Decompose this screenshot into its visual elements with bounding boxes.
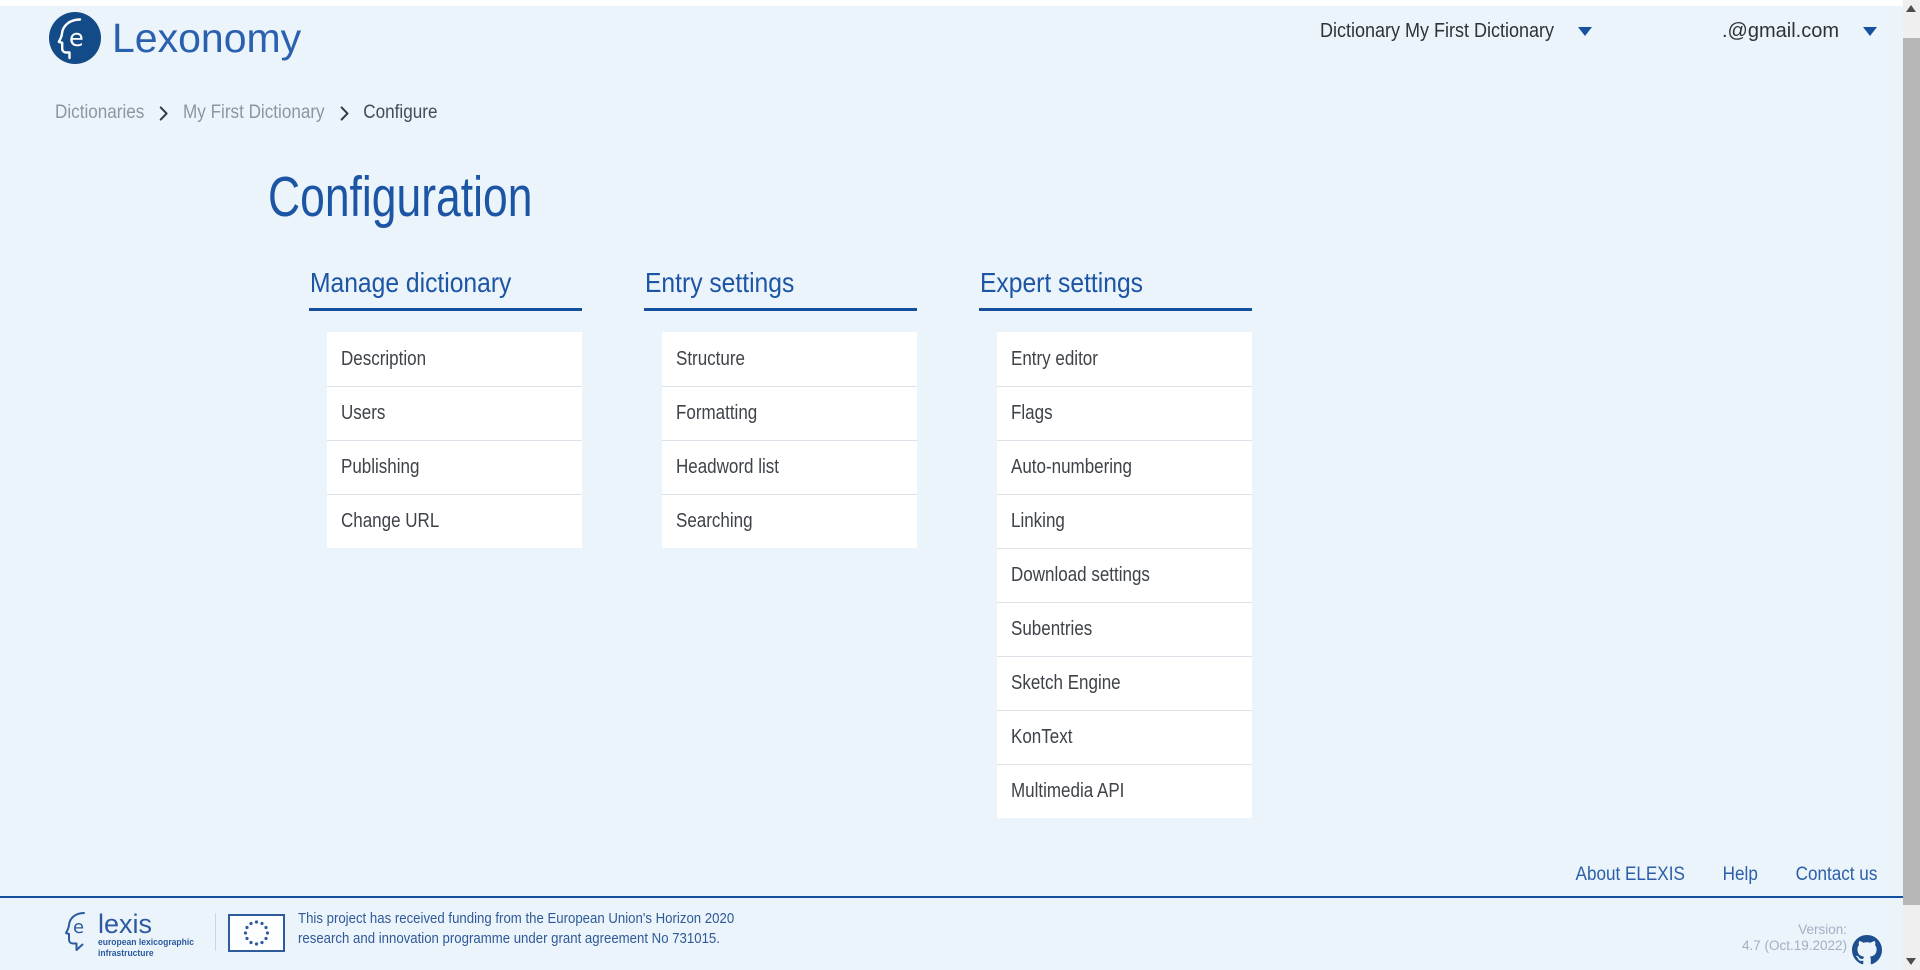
lexonomy-logo[interactable]: e Lexonomy bbox=[48, 11, 301, 65]
config-item-label: Publishing bbox=[341, 456, 420, 478]
elexis-e-glyph: e bbox=[73, 917, 84, 938]
config-item-label: Description bbox=[341, 347, 427, 370]
config-item-sketch-engine[interactable]: Sketch Engine bbox=[997, 656, 1252, 710]
config-item-label: Users bbox=[341, 402, 386, 424]
breadcrumb: Dictionaries My First Dictionary Configure bbox=[55, 102, 437, 124]
config-item-label: Sketch Engine bbox=[1011, 672, 1121, 694]
caret-down-icon bbox=[1863, 26, 1877, 36]
config-item-label: Download settings bbox=[1011, 564, 1150, 586]
config-item-entry-editor[interactable]: Entry editor bbox=[997, 332, 1252, 386]
config-item-label: KonText bbox=[1011, 726, 1073, 748]
config-item-linking[interactable]: Linking bbox=[997, 494, 1252, 548]
footer-divider-line bbox=[0, 896, 1903, 898]
config-item-label: Searching bbox=[676, 510, 753, 532]
elexis-head-icon: e bbox=[65, 912, 85, 951]
config-item-label: Formatting bbox=[676, 402, 758, 424]
funding-statement: This project has received funding from t… bbox=[298, 910, 735, 947]
section-heading: Entry settings bbox=[644, 260, 917, 311]
breadcrumb-item-dictionaries[interactable]: Dictionaries bbox=[55, 102, 145, 123]
footer-link-help[interactable]: Help bbox=[1722, 864, 1758, 885]
version-info: Version: 4.7 (Oct.19.2022) bbox=[1742, 922, 1847, 954]
config-item-structure[interactable]: Structure bbox=[662, 332, 917, 386]
config-item-auto-numbering[interactable]: Auto-numbering bbox=[997, 440, 1252, 494]
config-item-subentries[interactable]: Subentries bbox=[997, 602, 1252, 656]
config-item-publishing[interactable]: Publishing bbox=[327, 440, 582, 494]
lexonomy-logo-icon: e bbox=[49, 12, 101, 64]
config-item-download-settings[interactable]: Download settings bbox=[997, 548, 1252, 602]
breadcrumb-item-configure: Configure bbox=[363, 102, 438, 123]
footer-vertical-divider bbox=[215, 913, 216, 951]
config-item-description[interactable]: Description bbox=[327, 332, 582, 386]
scrollbar-up-arrow-icon[interactable] bbox=[1906, 5, 1916, 12]
footer-link-contact-us[interactable]: Contact us bbox=[1795, 864, 1877, 885]
dictionary-selector[interactable]: Dictionary My First Dictionary bbox=[1294, 18, 1592, 44]
config-item-headword-list[interactable]: Headword list bbox=[662, 440, 917, 494]
config-section-entry-settings: Entry settings Structure Formatting Headwor… bbox=[644, 260, 917, 548]
config-section-manage-dictionary: Manage dictionary Description Users Publish… bbox=[309, 260, 582, 548]
elexis-tagline: infrastructure bbox=[98, 948, 154, 959]
dictionary-selector-label: Dictionary My First Dictionary bbox=[1319, 19, 1554, 42]
scrollbar-thumb[interactable] bbox=[1903, 38, 1920, 905]
config-item-kontext[interactable]: KonText bbox=[997, 710, 1252, 764]
config-item-label: Headword list bbox=[676, 456, 779, 478]
config-item-change-url[interactable]: Change URL bbox=[327, 494, 582, 548]
config-item-searching[interactable]: Searching bbox=[662, 494, 917, 548]
scrollbar-down-arrow-icon[interactable] bbox=[1906, 958, 1916, 965]
config-item-flags[interactable]: Flags bbox=[997, 386, 1252, 440]
config-item-formatting[interactable]: Formatting bbox=[662, 386, 917, 440]
config-item-label: Flags bbox=[1011, 402, 1053, 424]
logo-e-glyph: e bbox=[69, 24, 84, 52]
user-email: .@gmail.com bbox=[1722, 19, 1839, 42]
section-card: Entry editor Flags Auto-numbering Linking Do… bbox=[997, 332, 1252, 818]
config-item-label: Auto-numbering bbox=[1011, 456, 1132, 478]
config-item-multimedia-api[interactable]: Multimedia API bbox=[997, 764, 1252, 818]
config-columns: Manage dictionary Description Users Publish… bbox=[309, 260, 1509, 860]
section-card: Structure Formatting Headword list Searchin… bbox=[662, 332, 917, 548]
config-item-label: Structure bbox=[676, 347, 745, 370]
chevron-right-icon bbox=[339, 105, 349, 121]
config-item-label: Entry editor bbox=[1011, 347, 1098, 370]
config-item-label: Multimedia API bbox=[1011, 780, 1125, 802]
footer-link-about-elexis[interactable]: About ELEXIS bbox=[1575, 864, 1685, 885]
config-section-expert-settings: Expert settings Entry editor Flags Auto-num… bbox=[979, 260, 1252, 818]
footer-links: About ELEXIS Help Contact us bbox=[1575, 864, 1877, 886]
caret-down-icon bbox=[1578, 26, 1592, 36]
github-icon[interactable] bbox=[1852, 935, 1882, 965]
elexis-tagline: european lexicographic bbox=[98, 937, 194, 948]
config-item-label: Subentries bbox=[1011, 618, 1093, 640]
eu-flag-icon bbox=[228, 914, 285, 952]
elexis-wordmark: lexis bbox=[98, 909, 153, 939]
breadcrumb-item-my-first-dictionary[interactable]: My First Dictionary bbox=[183, 102, 325, 123]
site-footer: e lexis european lexicographic infrastru… bbox=[0, 898, 1903, 970]
config-item-label: Change URL bbox=[341, 510, 440, 532]
version-label: Version: bbox=[1798, 922, 1847, 937]
chevron-right-icon bbox=[159, 105, 169, 121]
top-strip bbox=[0, 0, 1903, 6]
config-item-label: Linking bbox=[1011, 510, 1065, 532]
config-item-users[interactable]: Users bbox=[327, 386, 582, 440]
user-menu[interactable]: .@gmail.com bbox=[1722, 18, 1877, 44]
page-title: Configuration bbox=[268, 165, 533, 229]
section-heading: Manage dictionary bbox=[309, 260, 582, 311]
section-card: Description Users Publishing Change URL bbox=[327, 332, 582, 548]
elexis-logo: e lexis european lexicographic infrastru… bbox=[62, 909, 205, 959]
logo-wordmark: Lexonomy bbox=[112, 14, 302, 61]
section-heading: Expert settings bbox=[979, 260, 1252, 311]
version-value: 4.7 (Oct.19.2022) bbox=[1741, 938, 1847, 953]
scrollbar[interactable] bbox=[1903, 0, 1920, 970]
